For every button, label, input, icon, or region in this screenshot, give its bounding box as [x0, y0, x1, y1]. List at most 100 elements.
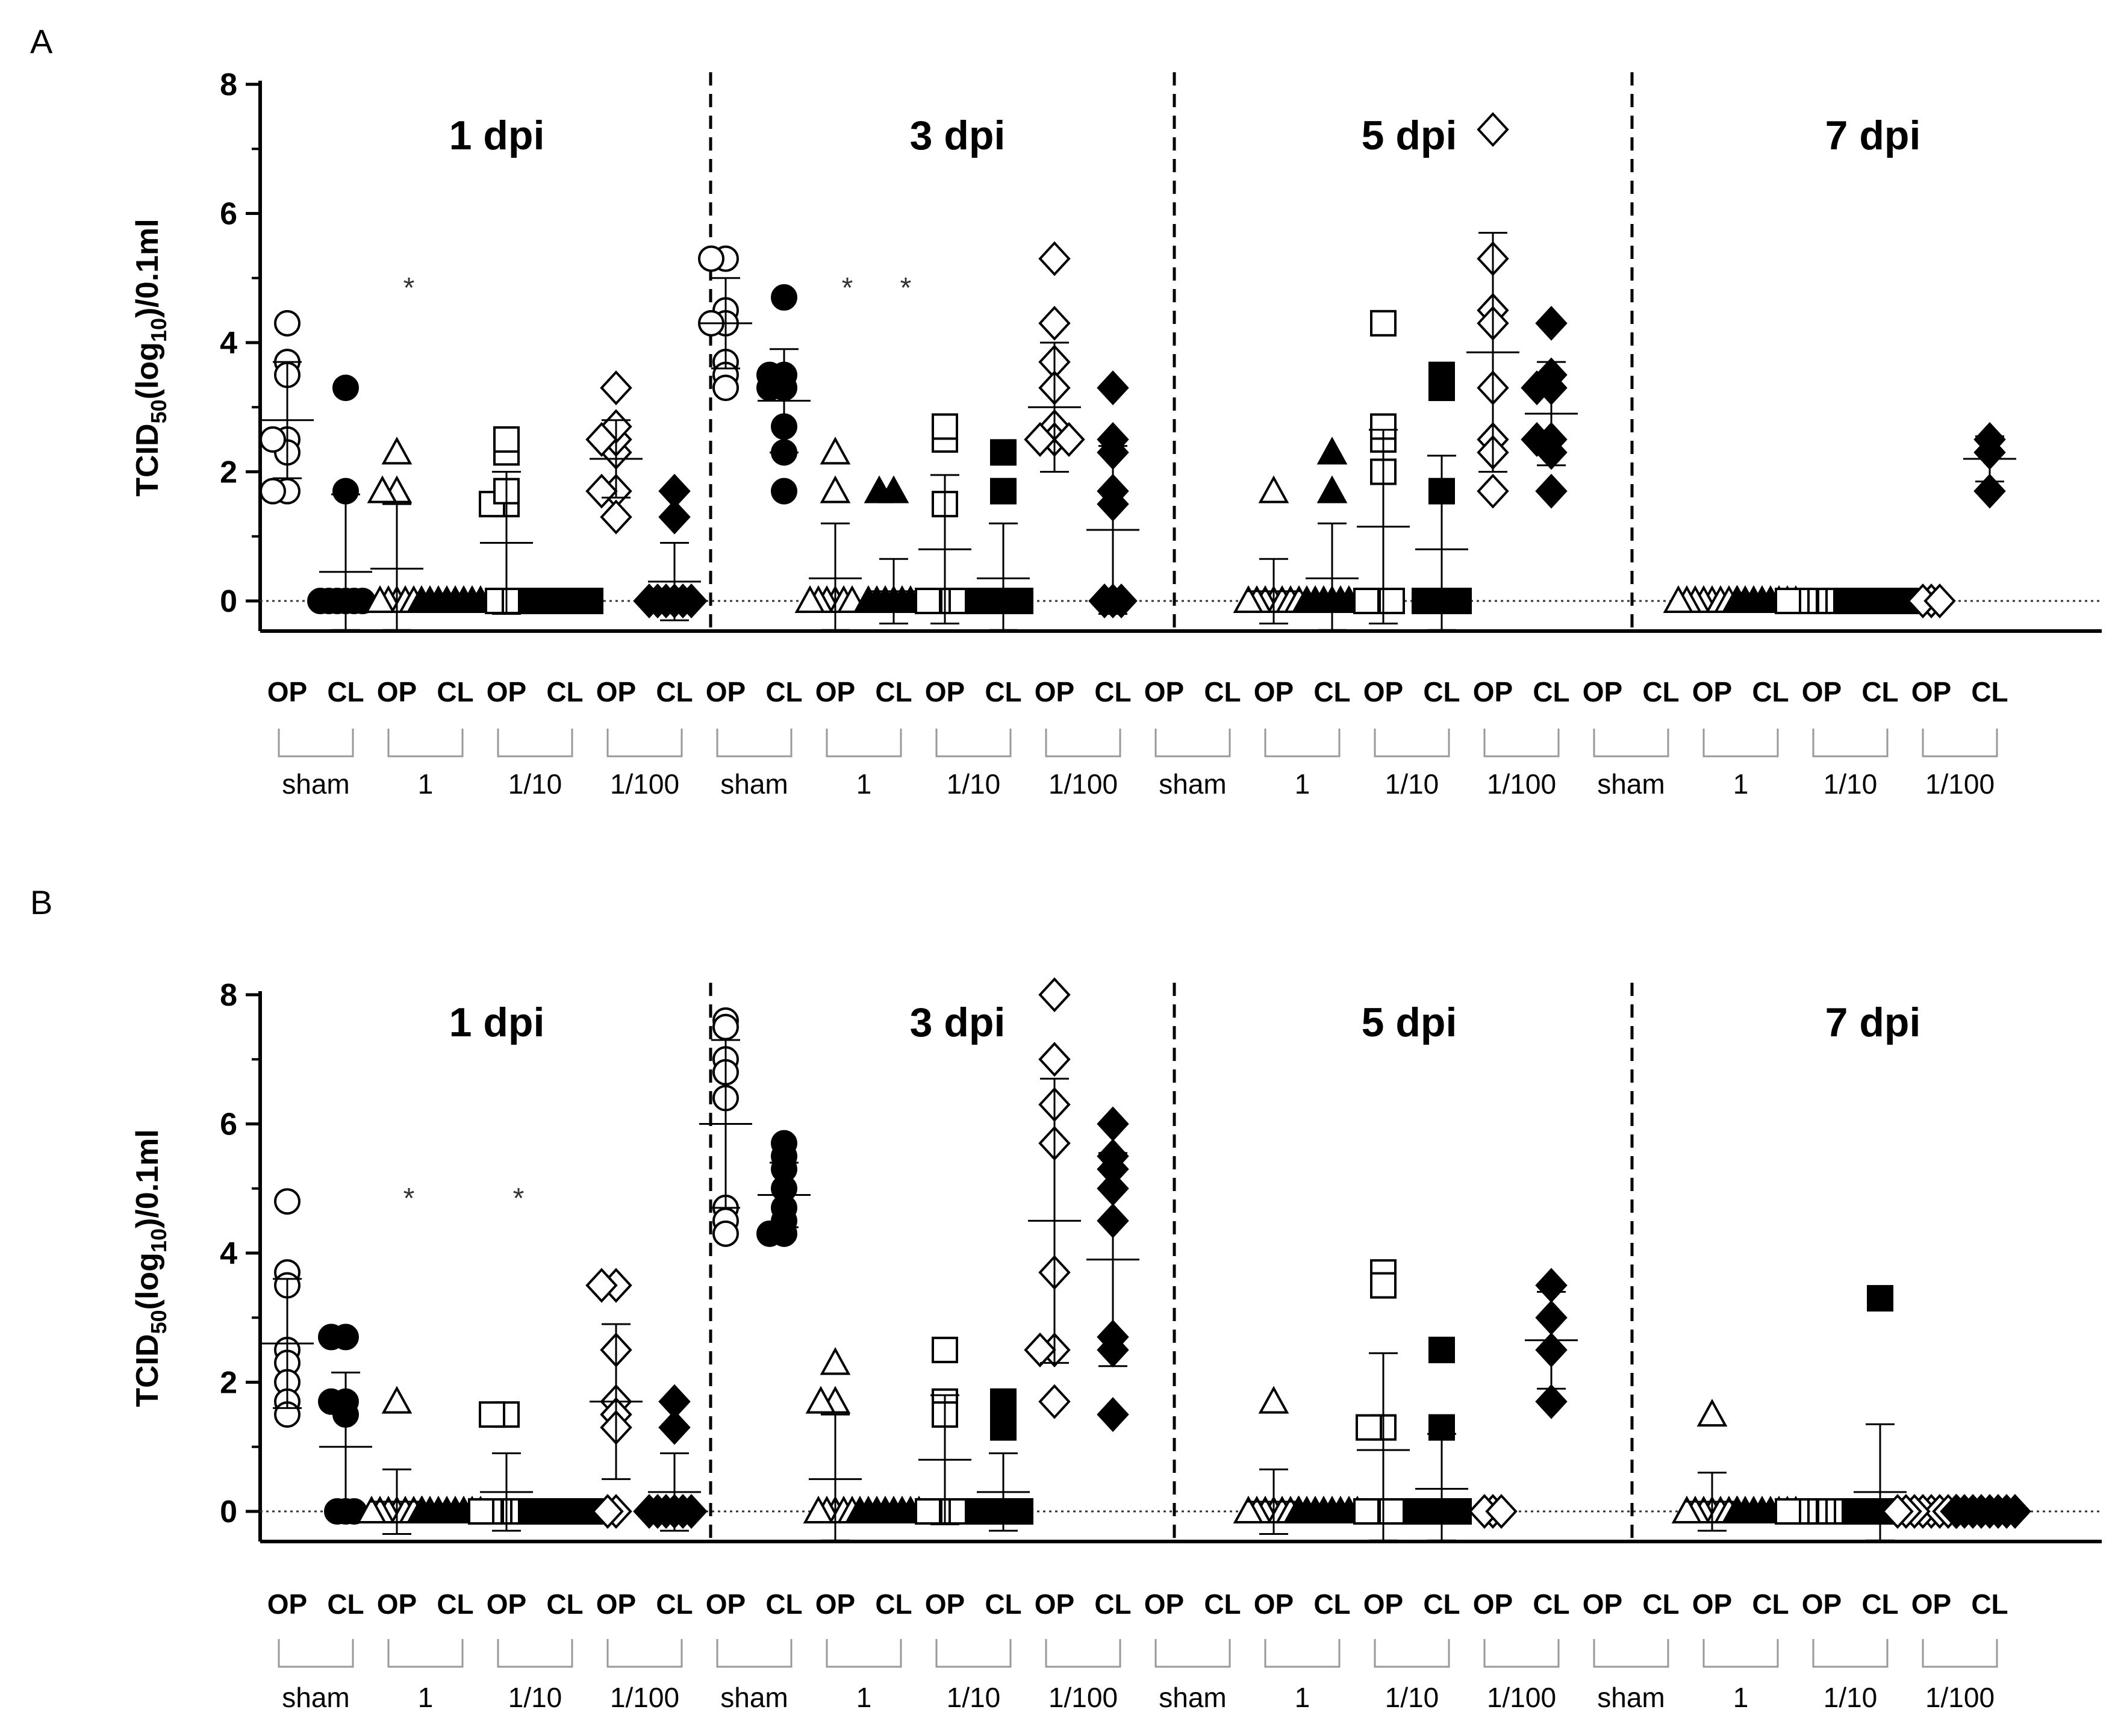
group-bracket [497, 1639, 573, 1668]
y-axis-label-part: )/0.1ml [130, 219, 165, 318]
group-bracket [716, 1639, 793, 1668]
series-group [1521, 305, 1578, 509]
op-label: OP [267, 676, 307, 708]
data-point [591, 1494, 624, 1529]
series-group [406, 585, 496, 613]
series-group [1283, 1495, 1373, 1523]
group-bracket [1483, 729, 1560, 758]
data-point [820, 1347, 851, 1375]
group-bracket [1812, 729, 1889, 758]
series-group [756, 1130, 811, 1247]
series-group [1963, 422, 2016, 509]
data-point [518, 588, 544, 614]
op-label: OP [596, 1588, 636, 1620]
data-point [1038, 1042, 1071, 1077]
significance-asterisk: * [900, 272, 912, 304]
data-point [675, 1494, 708, 1529]
cl-label: CL [437, 676, 473, 708]
series-group [1024, 241, 1085, 473]
series-group [1412, 361, 1472, 631]
group-bracket [1593, 729, 1669, 758]
cl-label: CL [1094, 676, 1131, 708]
series-group: * [853, 272, 926, 625]
significance-asterisk: * [513, 1183, 525, 1215]
group-label: sham [720, 1682, 788, 1713]
group-label: 1/100 [610, 768, 679, 800]
data-point [406, 1495, 437, 1523]
data-point [794, 585, 826, 613]
series-group [633, 473, 708, 621]
op-label: OP [1802, 1588, 1842, 1620]
data-point [1038, 977, 1071, 1012]
data-point [1233, 1495, 1264, 1523]
y-axis-label-part: (log [130, 1252, 165, 1310]
data-point [307, 588, 334, 614]
op-label: OP [1911, 1588, 1951, 1620]
group-bracket [1154, 1639, 1231, 1668]
group-label: sham [282, 1682, 349, 1713]
data-point [1696, 1398, 1728, 1427]
data-point [820, 437, 851, 465]
series-group [844, 1495, 935, 1523]
series-group [585, 370, 643, 535]
op-label: OP [1692, 676, 1732, 708]
data-point [577, 588, 603, 614]
group-label: 1/10 [1824, 1682, 1878, 1713]
data-point [367, 475, 398, 503]
group-label: 1/100 [1048, 768, 1118, 800]
y-tick-label: 4 [220, 1236, 237, 1271]
cl-label: CL [546, 676, 583, 708]
cl-label: CL [1971, 676, 2008, 708]
data-point [990, 1388, 1017, 1415]
y-tick-label: 8 [220, 978, 237, 1013]
data-point [1353, 588, 1380, 614]
series-group [307, 375, 376, 631]
group-label: 1 [418, 768, 434, 800]
cl-label: CL [656, 1588, 693, 1620]
group-label: sham [1159, 768, 1226, 800]
data-point [771, 478, 797, 505]
group-label: 1 [856, 768, 872, 800]
data-point [1833, 588, 1860, 614]
op-label: OP [925, 1588, 965, 1620]
data-point [712, 375, 739, 402]
data-point [844, 1495, 876, 1523]
op-label: OP [1583, 1588, 1622, 1620]
data-point [965, 588, 991, 614]
data-point [1097, 370, 1129, 406]
data-point [1535, 473, 1568, 509]
op-label: OP [1692, 1588, 1732, 1620]
data-point [805, 1386, 836, 1414]
series-group: * [364, 272, 429, 631]
group-bracket [387, 1639, 464, 1668]
data-point [518, 1498, 544, 1525]
series-group [1466, 112, 1519, 509]
data-point [406, 585, 437, 613]
data-point [633, 583, 665, 618]
data-point [712, 1220, 739, 1247]
group-bracket [1374, 1639, 1450, 1668]
group-label: 1/10 [947, 1682, 1001, 1713]
data-point [274, 310, 301, 337]
data-point [1233, 585, 1264, 613]
series-group [965, 1388, 1033, 1532]
series-group [965, 439, 1033, 631]
panel-b-plot: 0 2 4 6 8 TCID50(log10)/0.1ml 1 dpi 3 dpi 5 dpi 7… [130, 977, 2102, 1713]
op-label: OP [1363, 676, 1403, 708]
y-tick-label: 2 [220, 1366, 237, 1401]
y-tick-label: 8 [220, 67, 237, 102]
data-point [1024, 422, 1056, 457]
data-point [332, 375, 359, 402]
y-tick-label: 6 [220, 197, 237, 232]
op-label: OP [1144, 1588, 1184, 1620]
group-bracket [1154, 729, 1231, 758]
data-point [1038, 1384, 1071, 1419]
data-point [381, 1386, 413, 1414]
series-group [518, 588, 603, 614]
data-point [990, 439, 1017, 466]
cl-label: CL [1423, 676, 1460, 708]
cl-label: CL [1752, 676, 1789, 708]
op-label: OP [815, 1588, 855, 1620]
series-group [1940, 1494, 2031, 1529]
group-bracket [497, 729, 573, 758]
